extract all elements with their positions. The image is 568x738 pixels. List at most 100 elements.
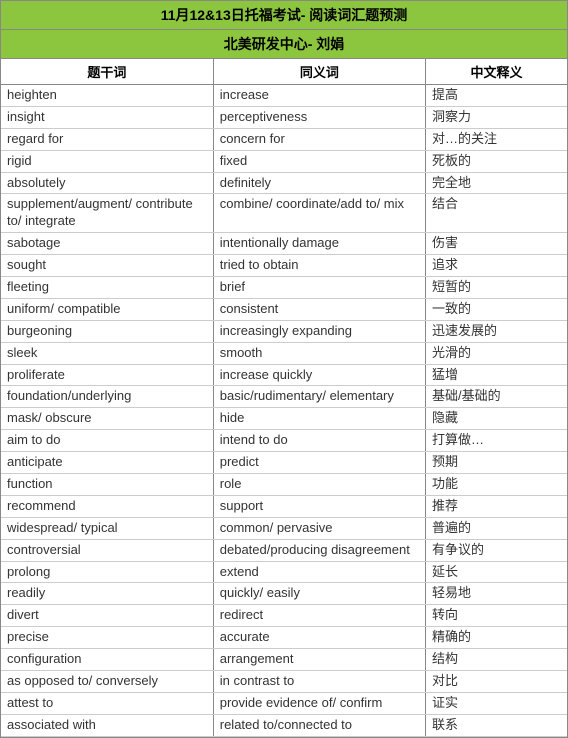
cell-term: regard for (1, 128, 213, 150)
cell-term: precise (1, 627, 213, 649)
table-row: soughttried to obtain追求 (1, 255, 567, 277)
table-row: anticipatepredict预期 (1, 452, 567, 474)
cell-synonym: quickly/ easily (213, 583, 425, 605)
table-row: prolongextend延长 (1, 561, 567, 583)
cell-term: fleeting (1, 277, 213, 299)
table-row: aim to dointend to do打算做… (1, 430, 567, 452)
table-row: rigidfixed死板的 (1, 150, 567, 172)
table-row: controversialdebated/producing disagreem… (1, 539, 567, 561)
cell-synonym: increasingly expanding (213, 320, 425, 342)
cell-term: prolong (1, 561, 213, 583)
cell-term: foundation/underlying (1, 386, 213, 408)
cell-term: readily (1, 583, 213, 605)
table-row: foundation/underlyingbasic/rudimentary/ … (1, 386, 567, 408)
cell-chinese: 迅速发展的 (426, 320, 568, 342)
cell-term: function (1, 474, 213, 496)
cell-synonym: intend to do (213, 430, 425, 452)
cell-chinese: 推荐 (426, 495, 568, 517)
cell-synonym: combine/ coordinate/add to/ mix (213, 194, 425, 233)
table-row: configurationarrangement结构 (1, 649, 567, 671)
cell-synonym: debated/producing disagreement (213, 539, 425, 561)
cell-chinese: 延长 (426, 561, 568, 583)
cell-synonym: basic/rudimentary/ elementary (213, 386, 425, 408)
cell-term: uniform/ compatible (1, 298, 213, 320)
cell-term: recommend (1, 495, 213, 517)
cell-chinese: 对比 (426, 671, 568, 693)
cell-chinese: 追求 (426, 255, 568, 277)
cell-chinese: 精确的 (426, 627, 568, 649)
table-row: associated withrelated to/connected to联系 (1, 714, 567, 736)
cell-term: supplement/augment/ contribute to/ integ… (1, 194, 213, 233)
cell-chinese: 伤害 (426, 233, 568, 255)
cell-term: absolutely (1, 172, 213, 194)
cell-synonym: provide evidence of/ confirm (213, 692, 425, 714)
cell-synonym: in contrast to (213, 671, 425, 693)
col-header-term: 题干词 (1, 59, 213, 85)
vocab-table: 题干词 同义词 中文释义 heightenincrease提高insightpe… (1, 59, 567, 737)
cell-term: widespread/ typical (1, 517, 213, 539)
cell-synonym: increase quickly (213, 364, 425, 386)
cell-chinese: 隐藏 (426, 408, 568, 430)
cell-synonym: concern for (213, 128, 425, 150)
table-body: heightenincrease提高insightperceptiveness洞… (1, 85, 567, 737)
table-row: sleeksmooth光滑的 (1, 342, 567, 364)
cell-synonym: accurate (213, 627, 425, 649)
header-subtitle: 北美研发中心- 刘娟 (1, 30, 567, 59)
table-row: supplement/augment/ contribute to/ integ… (1, 194, 567, 233)
cell-term: attest to (1, 692, 213, 714)
cell-synonym: definitely (213, 172, 425, 194)
cell-chinese: 转向 (426, 605, 568, 627)
cell-synonym: consistent (213, 298, 425, 320)
cell-synonym: intentionally damage (213, 233, 425, 255)
cell-term: divert (1, 605, 213, 627)
cell-term: as opposed to/ conversely (1, 671, 213, 693)
col-header-synonym: 同义词 (213, 59, 425, 85)
cell-chinese: 结构 (426, 649, 568, 671)
cell-chinese: 预期 (426, 452, 568, 474)
cell-term: aim to do (1, 430, 213, 452)
table-header-row: 题干词 同义词 中文释义 (1, 59, 567, 85)
table-row: widespread/ typicalcommon/ pervasive普遍的 (1, 517, 567, 539)
cell-chinese: 猛增 (426, 364, 568, 386)
cell-chinese: 洞察力 (426, 106, 568, 128)
cell-chinese: 短暂的 (426, 277, 568, 299)
cell-chinese: 死板的 (426, 150, 568, 172)
table-row: preciseaccurate精确的 (1, 627, 567, 649)
cell-synonym: redirect (213, 605, 425, 627)
cell-term: proliferate (1, 364, 213, 386)
table-row: mask/ obscurehide隐藏 (1, 408, 567, 430)
cell-chinese: 普遍的 (426, 517, 568, 539)
cell-chinese: 一致的 (426, 298, 568, 320)
cell-synonym: role (213, 474, 425, 496)
cell-synonym: common/ pervasive (213, 517, 425, 539)
table-row: as opposed to/ converselyin contrast to对… (1, 671, 567, 693)
cell-chinese: 联系 (426, 714, 568, 736)
table-row: proliferateincrease quickly猛增 (1, 364, 567, 386)
table-row: fleetingbrief短暂的 (1, 277, 567, 299)
cell-synonym: smooth (213, 342, 425, 364)
table-row: absolutelydefinitely完全地 (1, 172, 567, 194)
vocab-table-container: 11月12&13日托福考试- 阅读词汇题预测 北美研发中心- 刘娟 题干词 同义… (0, 0, 568, 738)
cell-synonym: tried to obtain (213, 255, 425, 277)
cell-chinese: 结合 (426, 194, 568, 233)
cell-chinese: 有争议的 (426, 539, 568, 561)
table-row: insightperceptiveness洞察力 (1, 106, 567, 128)
table-row: divertredirect转向 (1, 605, 567, 627)
cell-chinese: 光滑的 (426, 342, 568, 364)
cell-synonym: support (213, 495, 425, 517)
cell-synonym: related to/connected to (213, 714, 425, 736)
col-header-chinese: 中文释义 (426, 59, 568, 85)
cell-term: configuration (1, 649, 213, 671)
table-row: sabotageintentionally damage伤害 (1, 233, 567, 255)
table-row: recommendsupport推荐 (1, 495, 567, 517)
cell-synonym: increase (213, 85, 425, 107)
table-row: burgeoningincreasingly expanding迅速发展的 (1, 320, 567, 342)
cell-synonym: hide (213, 408, 425, 430)
table-row: heightenincrease提高 (1, 85, 567, 107)
cell-term: rigid (1, 150, 213, 172)
cell-term: sleek (1, 342, 213, 364)
cell-synonym: extend (213, 561, 425, 583)
table-row: readilyquickly/ easily轻易地 (1, 583, 567, 605)
table-row: regard forconcern for对…的关注 (1, 128, 567, 150)
cell-term: controversial (1, 539, 213, 561)
